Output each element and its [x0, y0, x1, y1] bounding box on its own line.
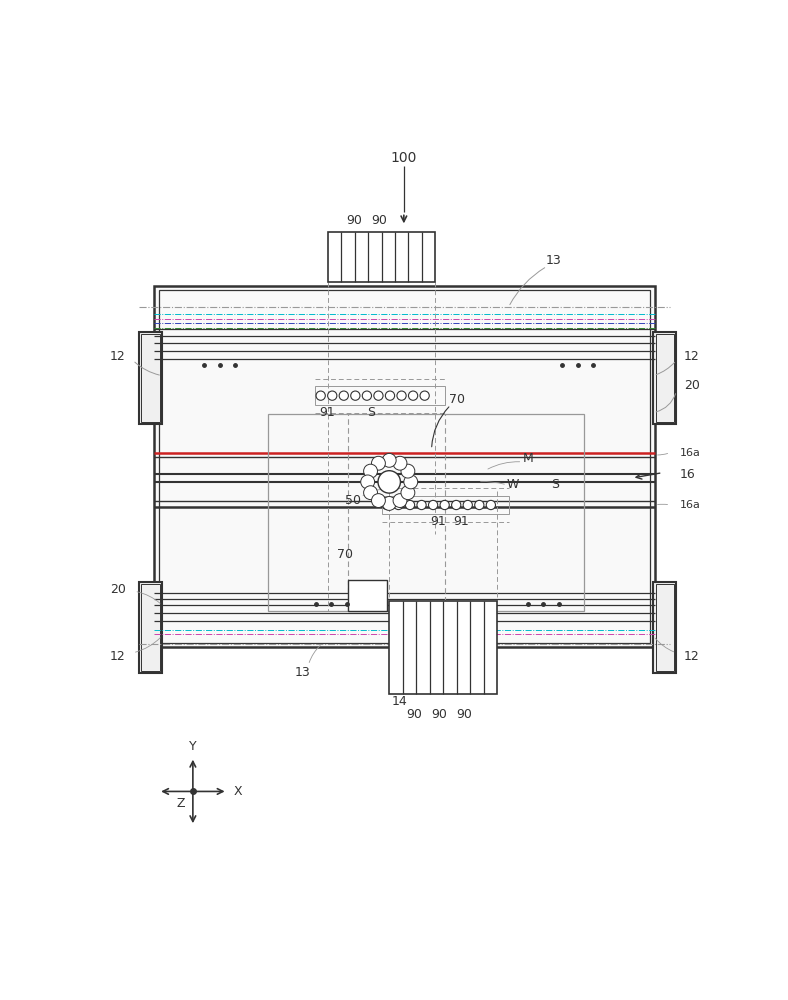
Text: 91: 91: [320, 406, 336, 419]
Bar: [139, 332, 162, 424]
Circle shape: [371, 494, 385, 508]
Circle shape: [362, 391, 371, 400]
Text: 13: 13: [295, 666, 310, 679]
Circle shape: [408, 391, 418, 400]
Circle shape: [339, 391, 348, 400]
Circle shape: [382, 500, 392, 510]
Circle shape: [363, 464, 377, 478]
Bar: [389, 601, 497, 694]
Circle shape: [417, 500, 426, 510]
Text: 16a: 16a: [679, 500, 701, 510]
Circle shape: [382, 453, 396, 467]
Circle shape: [429, 500, 437, 510]
Text: 50: 50: [345, 494, 361, 507]
Text: 14: 14: [392, 695, 407, 708]
Bar: [348, 580, 387, 611]
Bar: [656, 334, 674, 422]
Text: 90: 90: [371, 214, 387, 227]
Circle shape: [486, 500, 496, 510]
Circle shape: [385, 391, 395, 400]
Text: 12: 12: [110, 650, 126, 663]
Text: 20: 20: [110, 583, 126, 596]
Text: 90: 90: [456, 708, 472, 721]
Circle shape: [393, 494, 407, 508]
Circle shape: [374, 391, 383, 400]
Text: 12: 12: [684, 650, 700, 663]
Bar: [314, 386, 445, 405]
Circle shape: [463, 500, 472, 510]
Circle shape: [401, 486, 414, 500]
Text: 70: 70: [337, 548, 353, 561]
Bar: [141, 334, 160, 422]
Bar: [139, 582, 162, 673]
Circle shape: [363, 486, 377, 500]
Text: X: X: [234, 785, 243, 798]
Text: 100: 100: [391, 151, 417, 165]
Bar: [269, 414, 584, 611]
Text: 16: 16: [679, 468, 695, 481]
Text: M: M: [523, 452, 534, 465]
Bar: [653, 332, 676, 424]
Bar: [381, 496, 508, 514]
Text: W: W: [507, 478, 519, 491]
Text: Y: Y: [189, 740, 197, 753]
Text: 20: 20: [684, 379, 700, 392]
Circle shape: [420, 391, 429, 400]
Circle shape: [328, 391, 336, 400]
Circle shape: [361, 475, 374, 489]
Text: S: S: [367, 406, 376, 419]
Text: 90: 90: [431, 708, 448, 721]
Circle shape: [452, 500, 461, 510]
Bar: [653, 582, 676, 673]
Text: 16a: 16a: [679, 448, 701, 458]
Circle shape: [316, 391, 325, 400]
Text: Z: Z: [177, 797, 185, 810]
Text: 91: 91: [453, 515, 469, 528]
Text: 90: 90: [407, 708, 422, 721]
Circle shape: [474, 500, 484, 510]
Circle shape: [378, 471, 400, 493]
Text: 12: 12: [110, 350, 126, 363]
Bar: [328, 232, 436, 282]
Circle shape: [405, 500, 414, 510]
Circle shape: [394, 500, 403, 510]
Text: S: S: [551, 478, 559, 491]
Circle shape: [393, 456, 407, 470]
Text: 12: 12: [684, 350, 700, 363]
Text: 70: 70: [449, 393, 465, 406]
Circle shape: [371, 456, 385, 470]
Bar: [141, 584, 160, 671]
Circle shape: [403, 475, 418, 489]
Text: 13: 13: [545, 254, 561, 267]
Bar: [159, 290, 650, 643]
Text: 91: 91: [430, 515, 445, 528]
Circle shape: [397, 391, 406, 400]
Bar: [656, 584, 674, 671]
Circle shape: [440, 500, 449, 510]
Circle shape: [401, 464, 414, 478]
Text: 90: 90: [347, 214, 362, 227]
Bar: [154, 286, 655, 647]
Circle shape: [382, 497, 396, 510]
Circle shape: [351, 391, 360, 400]
